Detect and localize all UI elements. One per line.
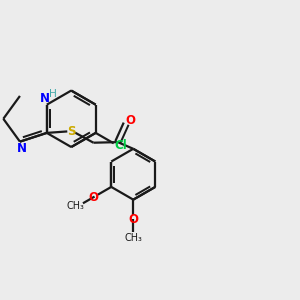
Text: N: N [40, 92, 50, 105]
Text: N: N [16, 142, 26, 155]
Text: H: H [50, 89, 57, 99]
Text: Cl: Cl [115, 139, 127, 152]
Text: CH₃: CH₃ [124, 233, 142, 243]
Text: CH₃: CH₃ [67, 201, 85, 211]
Text: O: O [89, 190, 99, 203]
Text: O: O [125, 114, 135, 127]
Text: S: S [67, 125, 75, 138]
Text: O: O [128, 213, 138, 226]
